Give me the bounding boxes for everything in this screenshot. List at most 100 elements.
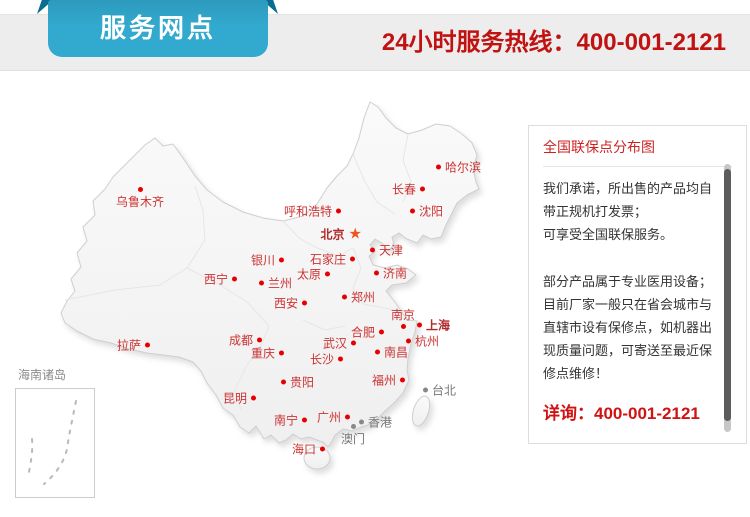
city-marker: 福州: [372, 372, 405, 389]
city-marker: 太原: [297, 266, 330, 283]
province-borders: [64, 133, 412, 411]
city-marker: 南昌: [375, 344, 408, 361]
city-label: 广州: [316, 410, 341, 425]
city-dot-icon: [351, 340, 356, 346]
warranty-paragraph-1: 我们承诺，所出售的产品均自 带正规机打发票； 可享受全国联保服务。: [543, 181, 713, 242]
city-label: 南昌: [384, 345, 409, 360]
city-marker: 银川: [251, 252, 284, 269]
nine-dash-line-icon: [28, 400, 77, 485]
city-dot-icon: [281, 379, 286, 385]
panel-scrollbar-track[interactable]: [724, 164, 731, 432]
city-dot-icon: [145, 342, 150, 348]
city-marker: 济南: [374, 265, 407, 282]
city-label: 西宁: [203, 272, 228, 287]
city-marker: 呼和浩特: [284, 203, 341, 220]
city-dot-icon: [420, 186, 425, 192]
city-label: 合肥: [350, 325, 375, 340]
city-dot-icon: [251, 395, 256, 401]
city-dot-icon: [338, 356, 343, 362]
city-dot-icon: [375, 349, 380, 355]
city-marker: 广州: [317, 409, 350, 426]
city-marker: 武汉: [323, 335, 356, 352]
city-dot-icon: [137, 187, 143, 192]
city-label: 天津: [379, 243, 404, 258]
city-dot-icon: [400, 324, 406, 329]
city-dot-icon: [406, 338, 411, 344]
city-marker: 南宁: [274, 412, 307, 429]
city-marker: 杭州: [406, 333, 439, 350]
city-marker: 西安: [274, 295, 307, 312]
city-label: 南京: [390, 308, 416, 322]
city-label: 贵阳: [290, 375, 315, 390]
city-label: 呼和浩特: [283, 204, 332, 219]
city-dot-icon: [417, 322, 422, 328]
city-marker: 哈尔滨: [436, 159, 481, 176]
city-dot-icon: [379, 329, 384, 335]
china-map-svg: [60, 101, 480, 470]
capital-star-icon: ★: [348, 225, 362, 243]
city-label: 西安: [273, 296, 298, 311]
city-marker: 郑州: [342, 289, 375, 306]
city-marker: 澳门: [341, 424, 365, 447]
city-marker: 重庆: [251, 345, 284, 362]
city-label: 长春: [391, 182, 416, 197]
city-label: 昆明: [222, 391, 247, 406]
city-dot-icon: [325, 271, 330, 277]
city-dot-icon: [336, 208, 341, 214]
hainan-island: [303, 446, 331, 470]
city-marker: 台北: [423, 382, 456, 399]
china-map: 乌鲁木齐 哈尔滨 长春 沈阳 呼和浩特 北京 ★ 天津 石家庄 济南 银川 太原 西宁 兰州 西安 郑州 南京上…: [55, 90, 525, 510]
city-dot-icon: [350, 256, 355, 262]
city-marker: 兰州: [259, 275, 292, 292]
city-label: 拉萨: [116, 338, 141, 353]
city-label: 北京: [320, 227, 345, 242]
city-dot-icon: [279, 350, 284, 356]
panel-hotline-text: 详询：400-001-2121: [543, 404, 700, 423]
city-marker: 上海: [417, 317, 450, 334]
city-dot-icon: [345, 414, 350, 420]
city-marker: 合肥: [351, 324, 384, 341]
city-label: 福州: [371, 373, 396, 388]
city-label: 长沙: [309, 352, 334, 367]
city-dot-icon: [279, 257, 284, 263]
city-marker: 北京 ★: [321, 226, 362, 243]
china-outline: [60, 101, 480, 448]
city-dot-icon: [320, 446, 325, 452]
warranty-info-panel: 全国联保点分布图 我们承诺，所出售的产品均自 带正规机打发票； 可享受全国联保服…: [528, 125, 747, 444]
city-label: 杭州: [415, 334, 440, 349]
city-label: 武汉: [322, 336, 347, 351]
service-network-ribbon: 服务网点: [48, 0, 268, 57]
city-dot-icon: [342, 294, 347, 300]
city-marker: 南京: [391, 306, 415, 329]
city-dot-icon: [259, 280, 264, 286]
city-dot-icon: [302, 417, 307, 423]
city-label: 重庆: [250, 346, 275, 361]
warranty-paragraph-2: 部分产品属于专业医用设备； 目前厂家一般只在省会城市与 直辖市设有保修点，如机器…: [543, 274, 713, 381]
city-label: 台北: [432, 383, 457, 398]
city-label: 香港: [368, 415, 393, 430]
city-label: 乌鲁木齐: [115, 195, 165, 209]
city-marker: 香港: [359, 414, 392, 431]
panel-scrollbar-thumb[interactable]: [724, 169, 731, 421]
city-marker: 海口: [292, 441, 325, 458]
city-label: 兰州: [268, 276, 293, 291]
city-dot-icon: [359, 419, 364, 425]
city-dot-icon: [350, 424, 356, 429]
city-marker: 乌鲁木齐: [116, 187, 164, 210]
city-label: 郑州: [351, 290, 376, 305]
city-dot-icon: [302, 300, 307, 306]
city-label: 太原: [296, 267, 321, 282]
city-marker: 成都: [229, 332, 262, 349]
city-marker: 天津: [370, 242, 403, 259]
city-marker: 石家庄: [310, 251, 355, 268]
city-dot-icon: [370, 247, 375, 253]
city-label: 上海: [426, 318, 451, 333]
city-dot-icon: [410, 208, 415, 214]
city-label: 济南: [383, 266, 408, 281]
city-label: 哈尔滨: [445, 160, 482, 175]
inset-label: 海南诸岛: [18, 368, 67, 382]
city-dot-icon: [374, 270, 379, 276]
city-dot-icon: [232, 276, 237, 282]
city-marker: 长沙: [310, 351, 343, 368]
city-label: 南宁: [273, 413, 298, 428]
